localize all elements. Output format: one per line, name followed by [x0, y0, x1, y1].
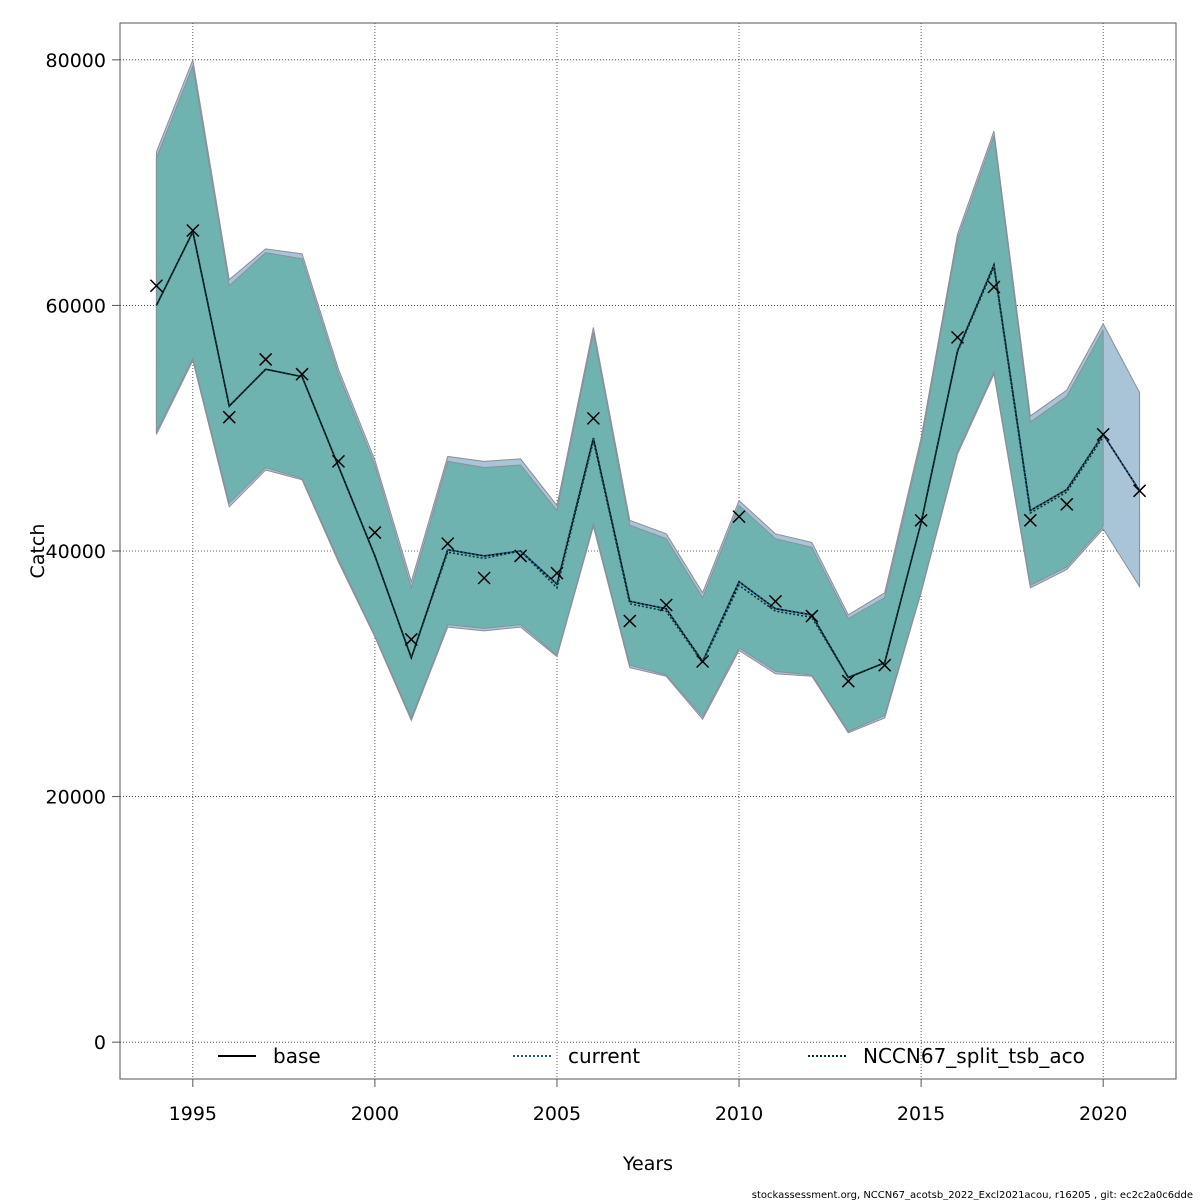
observed-point-stroke [768, 594, 782, 608]
observed-point-stroke [514, 549, 528, 563]
observed-point-stroke [1096, 427, 1110, 441]
observed-point-stroke [477, 571, 491, 585]
observed-point [805, 609, 819, 623]
observed-point-stroke [1133, 484, 1147, 498]
observed-point [295, 367, 309, 381]
observed-point [368, 526, 382, 540]
x-tick-label: 2000 [351, 1103, 399, 1125]
legend-label: NCCN67_split_tsb_aco [863, 1044, 1085, 1068]
x-tick-label: 2005 [533, 1103, 581, 1125]
observed-point-stroke [1060, 497, 1074, 511]
observed-point [1023, 513, 1037, 527]
observed-point [987, 280, 1001, 294]
observed-point [550, 566, 564, 580]
observed-point [914, 513, 928, 527]
x-tick-label: 1995 [169, 1103, 217, 1125]
observed-point [623, 614, 637, 628]
footer-caption: stockassessment.org, NCCN67_acotsb_2022_… [752, 1190, 1193, 1200]
observed-point [404, 632, 418, 646]
observed-point-stroke [222, 410, 236, 424]
observed-point [586, 411, 600, 425]
observed-point-stroke [841, 674, 855, 688]
observed-point [950, 330, 965, 344]
observed-point-stroke [368, 526, 382, 540]
observed-point-stroke [259, 352, 273, 366]
observed-point-stroke [696, 654, 710, 669]
observed-point-stroke [914, 513, 928, 527]
observed-point [259, 352, 273, 366]
observed-point-stroke [805, 609, 819, 623]
observed-point-stroke [623, 614, 637, 628]
y-tick-label: 60000 [46, 295, 106, 317]
observed-point [841, 674, 855, 688]
observed-point [477, 571, 491, 585]
observed-point-stroke [586, 411, 600, 425]
observed-point [514, 549, 528, 563]
observed-point [149, 279, 163, 293]
series-lines [155, 229, 1141, 679]
observed-point-stroke [295, 367, 309, 381]
x-tick-label: 2015 [897, 1103, 945, 1125]
legend: base current NCCN67_split_tsb_aco [218, 1044, 1085, 1068]
observed-point [878, 658, 892, 672]
x-tick-label: 2010 [715, 1103, 763, 1125]
observed-point [186, 223, 200, 238]
y-tick-label: 0 [94, 1032, 106, 1054]
legend-label: base [273, 1044, 321, 1068]
observed-point [331, 454, 346, 468]
y-tick-label: 20000 [46, 787, 106, 809]
observed-point [441, 537, 455, 551]
observed-point-stroke [987, 280, 1001, 294]
y-axis: 0 20000 40000 60000 80000 [46, 50, 120, 1054]
observed-point [696, 654, 710, 669]
legend-label: current [568, 1044, 640, 1068]
series-line [155, 229, 1104, 679]
observed-point [1060, 497, 1074, 511]
observed-point-stroke [1023, 513, 1037, 527]
observed-point-stroke [950, 330, 965, 344]
y-axis-title: Catch [27, 524, 49, 579]
observed-points [149, 223, 1147, 688]
observed-point [1133, 484, 1147, 498]
observed-point [732, 510, 746, 524]
confidence-bands [155, 57, 1141, 734]
x-axis: 1995 2000 2005 2010 2015 2020 [169, 1079, 1127, 1125]
observed-point [1096, 427, 1110, 441]
observed-point-stroke [659, 598, 673, 612]
observed-point-stroke [550, 566, 564, 580]
observed-point-stroke [149, 279, 163, 293]
y-tick-label: 80000 [46, 50, 106, 72]
confidence-band [155, 64, 1104, 733]
observed-point [768, 594, 782, 608]
observed-point-stroke [331, 454, 346, 468]
observed-point [659, 598, 673, 612]
x-axis-title: Years [622, 1153, 673, 1175]
x-tick-label: 2020 [1079, 1103, 1127, 1125]
observed-point-stroke [186, 223, 200, 238]
observed-point-stroke [732, 510, 746, 524]
observed-point-stroke [878, 658, 892, 672]
observed-point-stroke [404, 632, 418, 646]
y-tick-label: 40000 [46, 541, 106, 563]
observed-point [222, 410, 236, 424]
observed-point-stroke [441, 537, 455, 551]
